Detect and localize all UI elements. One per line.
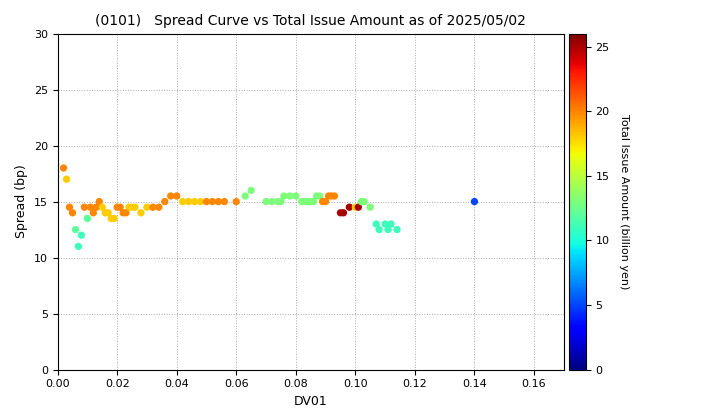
- Point: [338, 210, 349, 216]
- Point: [385, 220, 397, 227]
- Point: [278, 193, 289, 199]
- Point: [67, 210, 78, 216]
- Point: [159, 198, 171, 205]
- Point: [359, 198, 370, 205]
- Point: [353, 204, 364, 210]
- Point: [260, 198, 271, 205]
- X-axis label: DV01: DV01: [294, 395, 328, 408]
- Point: [302, 198, 313, 205]
- Point: [94, 198, 105, 205]
- Point: [81, 215, 93, 222]
- Point: [391, 226, 402, 233]
- Point: [329, 193, 341, 199]
- Point: [194, 198, 206, 205]
- Point: [70, 226, 81, 233]
- Point: [299, 198, 310, 205]
- Point: [325, 193, 337, 199]
- Title: (0101)   Spread Curve vs Total Issue Amount as of 2025/05/02: (0101) Spread Curve vs Total Issue Amoun…: [95, 14, 526, 28]
- Point: [207, 198, 218, 205]
- Point: [130, 204, 141, 210]
- Point: [141, 204, 153, 210]
- Point: [64, 204, 76, 210]
- Point: [323, 193, 334, 199]
- Point: [177, 198, 189, 205]
- Point: [60, 176, 72, 183]
- Point: [153, 204, 165, 210]
- Point: [171, 193, 182, 199]
- Point: [165, 193, 176, 199]
- Point: [201, 198, 212, 205]
- Point: [374, 226, 385, 233]
- Point: [112, 204, 123, 210]
- Point: [364, 204, 376, 210]
- Point: [96, 204, 108, 210]
- Point: [114, 204, 126, 210]
- Point: [305, 198, 316, 205]
- Point: [343, 204, 355, 210]
- Point: [84, 204, 96, 210]
- Point: [230, 198, 242, 205]
- Point: [109, 215, 120, 222]
- Point: [356, 198, 367, 205]
- Point: [99, 210, 111, 216]
- Point: [275, 198, 287, 205]
- Point: [311, 193, 323, 199]
- Point: [296, 198, 307, 205]
- Point: [73, 243, 84, 250]
- Point: [219, 198, 230, 205]
- Point: [335, 210, 346, 216]
- Point: [308, 198, 320, 205]
- Point: [272, 198, 284, 205]
- Point: [58, 165, 69, 171]
- Point: [117, 210, 129, 216]
- Point: [370, 220, 382, 227]
- Point: [379, 220, 391, 227]
- Point: [76, 232, 87, 239]
- Point: [246, 187, 257, 194]
- Point: [240, 193, 251, 199]
- Point: [120, 210, 132, 216]
- Point: [212, 198, 224, 205]
- Y-axis label: Spread (bp): Spread (bp): [15, 165, 28, 239]
- Point: [105, 215, 117, 222]
- Point: [147, 204, 158, 210]
- Point: [284, 193, 296, 199]
- Point: [102, 210, 114, 216]
- Y-axis label: Total Issue Amount (billion yen): Total Issue Amount (billion yen): [619, 114, 629, 289]
- Point: [317, 198, 328, 205]
- Point: [183, 198, 194, 205]
- Point: [320, 198, 331, 205]
- Point: [78, 204, 90, 210]
- Point: [91, 204, 102, 210]
- Point: [290, 193, 302, 199]
- Point: [314, 193, 325, 199]
- Point: [189, 198, 200, 205]
- Point: [469, 198, 480, 205]
- Point: [382, 226, 394, 233]
- Point: [88, 210, 99, 216]
- Point: [135, 210, 147, 216]
- Point: [350, 204, 361, 210]
- Point: [126, 204, 138, 210]
- Point: [266, 198, 278, 205]
- Point: [123, 204, 135, 210]
